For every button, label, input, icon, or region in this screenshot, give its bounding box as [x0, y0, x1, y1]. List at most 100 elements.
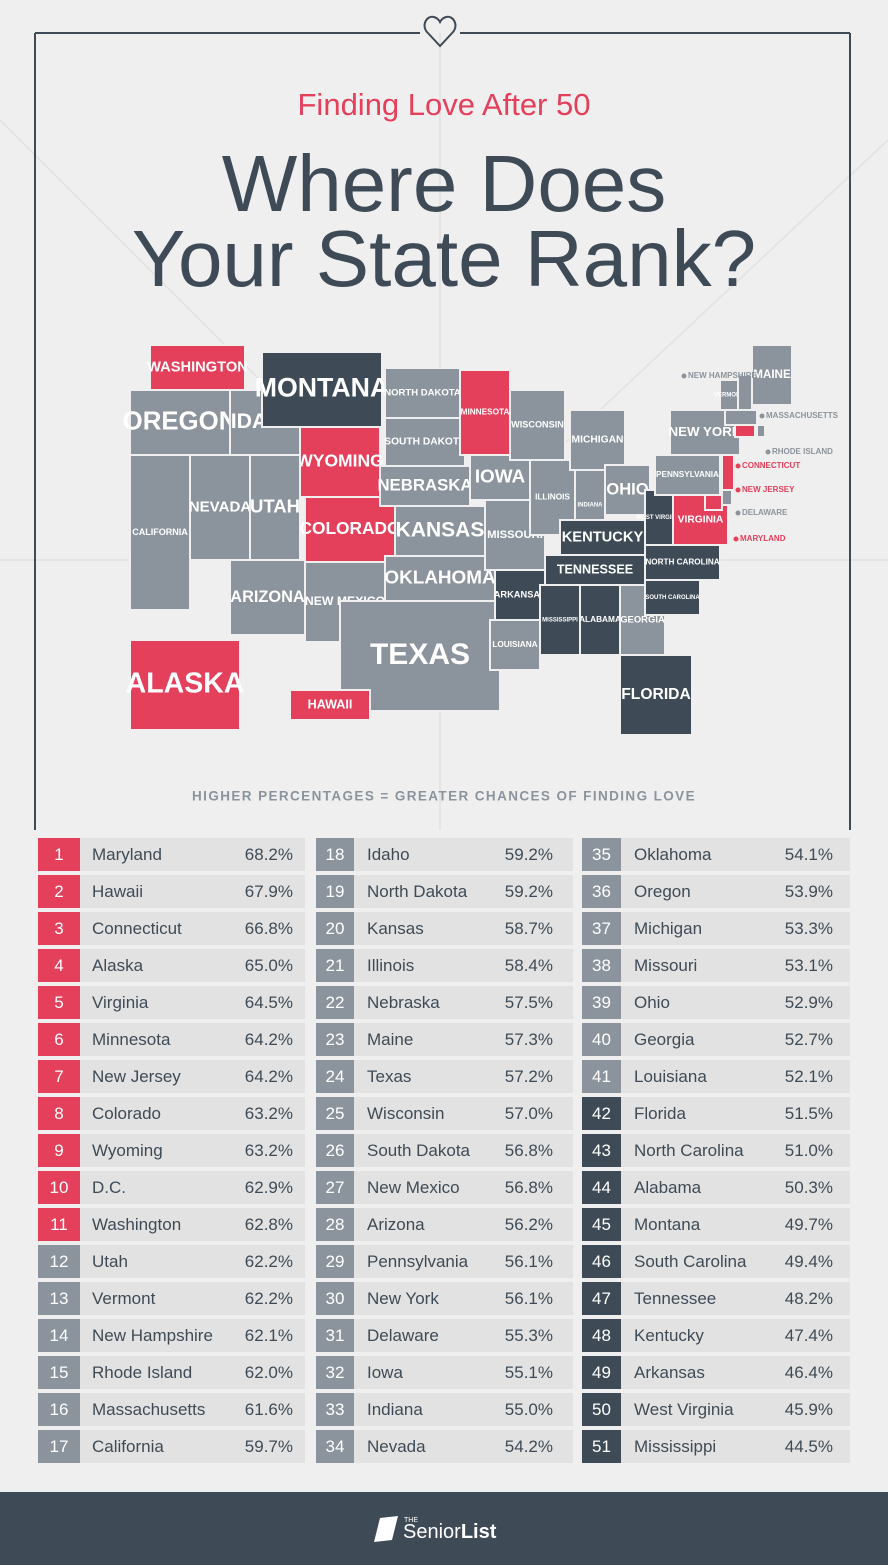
rank-number: 4 — [54, 956, 63, 975]
row-background — [38, 1356, 305, 1389]
state-name: Arkansas — [634, 1363, 705, 1382]
state-percentage: 63.2% — [245, 1141, 293, 1160]
rank-number: 18 — [326, 845, 345, 864]
rank-badge — [38, 875, 80, 908]
row-background — [582, 949, 850, 982]
rank-number: 38 — [592, 956, 611, 975]
state-name: Idaho — [367, 845, 410, 864]
rank-number: 22 — [326, 993, 345, 1012]
rank-badge — [316, 986, 354, 1019]
state-shape — [721, 454, 735, 491]
row-background — [316, 1245, 573, 1278]
rank-badge — [316, 1060, 354, 1093]
state-name: Montana — [634, 1215, 701, 1234]
rank-badge — [316, 838, 354, 871]
state-percentage: 62.2% — [245, 1252, 293, 1271]
rank-number: 45 — [592, 1215, 611, 1234]
state-percentage: 56.2% — [505, 1215, 553, 1234]
state-name: Hawaii — [92, 882, 143, 901]
rank-number: 9 — [54, 1141, 63, 1160]
rank-badge — [582, 1245, 621, 1278]
row-background — [38, 1393, 305, 1426]
row-background — [582, 986, 850, 1019]
state-name: California — [92, 1437, 164, 1456]
rank-number: 31 — [326, 1326, 345, 1345]
state-percentage: 52.9% — [785, 993, 833, 1012]
state-shape — [737, 374, 753, 411]
state-label: MONTANA — [255, 373, 390, 403]
state-name: Nevada — [367, 1437, 426, 1456]
row-background — [38, 1430, 305, 1463]
state-callout-label: NEW HAMPSHIRE — [688, 371, 758, 380]
rank-number: 48 — [592, 1326, 611, 1345]
state-shape — [544, 554, 646, 586]
state-shape — [569, 409, 626, 471]
state-label: WYOMING — [296, 451, 384, 471]
state-percentage: 52.7% — [785, 1030, 833, 1049]
row-background — [316, 1134, 573, 1167]
state-name: New Jersey — [92, 1067, 181, 1086]
rank-badge — [316, 1356, 354, 1389]
state-percentage: 56.1% — [505, 1252, 553, 1271]
row-background — [316, 912, 573, 945]
state-percentage: 52.1% — [785, 1067, 833, 1086]
state-label: KANSAS — [396, 519, 485, 542]
row-background — [582, 912, 850, 945]
rank-badge — [316, 1319, 354, 1352]
rank-number: 35 — [592, 845, 611, 864]
logo-regular: Senior — [403, 1521, 461, 1543]
state-label: FLORIDA — [621, 686, 691, 703]
callout-dot — [735, 510, 741, 516]
rank-number: 13 — [50, 1289, 69, 1308]
rank-number: 3 — [54, 919, 63, 938]
rank-number: 24 — [326, 1067, 345, 1086]
row-background — [316, 1171, 573, 1204]
state-name: Texas — [367, 1067, 411, 1086]
state-label: NEVADA — [189, 498, 252, 515]
state-label: ARIZONA — [230, 588, 305, 606]
state-label: PENNSYLVANIA — [656, 470, 719, 479]
state-percentage: 53.3% — [785, 919, 833, 938]
state-name: Ohio — [634, 993, 670, 1012]
state-name: Tennessee — [634, 1289, 716, 1308]
state-name: Connecticut — [92, 919, 182, 938]
row-background — [582, 1097, 850, 1130]
frame — [34, 15, 851, 830]
state-percentage: 62.9% — [245, 1178, 293, 1197]
state-shape — [129, 639, 241, 731]
state-percentage: 59.2% — [505, 882, 553, 901]
callout-dot — [681, 373, 687, 379]
rank-badge — [38, 1319, 80, 1352]
state-name: Oklahoma — [634, 845, 712, 864]
rank-number: 12 — [50, 1252, 69, 1271]
state-label: SOUTH CAROLINA — [645, 595, 700, 601]
row-background — [38, 838, 305, 871]
state-percentage: 55.0% — [505, 1400, 553, 1419]
state-percentage: 68.2% — [245, 845, 293, 864]
row-background — [582, 1208, 850, 1241]
state-percentage: 56.1% — [505, 1289, 553, 1308]
state-percentage: 50.3% — [785, 1178, 833, 1197]
rank-badge — [582, 1393, 621, 1426]
state-label: IOWA — [475, 467, 526, 488]
rank-badge — [38, 1208, 80, 1241]
state-percentage: 44.5% — [785, 1437, 833, 1456]
rank-badge — [316, 1245, 354, 1278]
rank-badge — [316, 1134, 354, 1167]
rank-badge — [38, 1245, 80, 1278]
state-callout-label: NEW JERSEY — [742, 485, 795, 494]
state-percentage: 58.7% — [505, 919, 553, 938]
state-callout-label: DELAWARE — [742, 508, 788, 517]
rank-number: 49 — [592, 1363, 611, 1382]
state-name: South Carolina — [634, 1252, 747, 1271]
state-shape — [721, 489, 733, 506]
rank-badge — [582, 1430, 621, 1463]
map-caption: HIGHER PERCENTAGES = GREATER CHANCES OF … — [192, 789, 696, 804]
state-label: UTAH — [250, 495, 300, 516]
state-percentage: 54.2% — [505, 1437, 553, 1456]
row-background — [38, 1134, 305, 1167]
rank-number: 50 — [592, 1400, 611, 1419]
rank-badge — [582, 1208, 621, 1241]
state-label: SOUTH DAKOTA — [384, 437, 466, 448]
state-name: Iowa — [367, 1363, 403, 1382]
